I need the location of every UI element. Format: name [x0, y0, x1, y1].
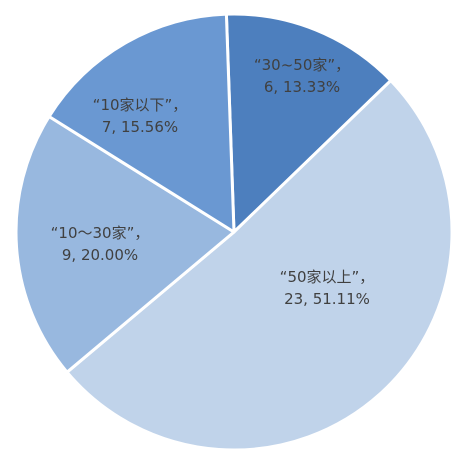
slices-layer	[14, 12, 451, 452]
pie-slice	[14, 115, 236, 374]
data-label-value: 7, 15.56%	[102, 118, 178, 136]
data-label: “30~50家”， 6, 13.33%	[254, 56, 350, 96]
pie-slice	[47, 12, 236, 234]
data-label-value: 6, 13.33%	[264, 78, 340, 96]
data-label-category: “10～30家”，	[51, 224, 150, 242]
data-label-category: “10家以下”，	[93, 96, 188, 114]
data-label: “10家以下”， 7, 15.56%	[93, 96, 188, 136]
data-label-category: “30~50家”，	[254, 56, 350, 74]
data-label-value: 9, 20.00%	[62, 246, 138, 264]
pie-slice	[65, 79, 451, 452]
labels-layer: “30~50家”， 6, 13.33% “50家以上”， 23, 51.11% “10～…	[51, 56, 375, 308]
data-label: “50家以上”， 23, 51.11%	[280, 268, 375, 308]
data-label-value: 23, 51.11%	[284, 290, 370, 308]
data-label: “10～30家”， 9, 20.00%	[51, 224, 150, 264]
data-label-category: “50家以上”，	[280, 268, 375, 286]
pie-slice	[224, 12, 393, 234]
